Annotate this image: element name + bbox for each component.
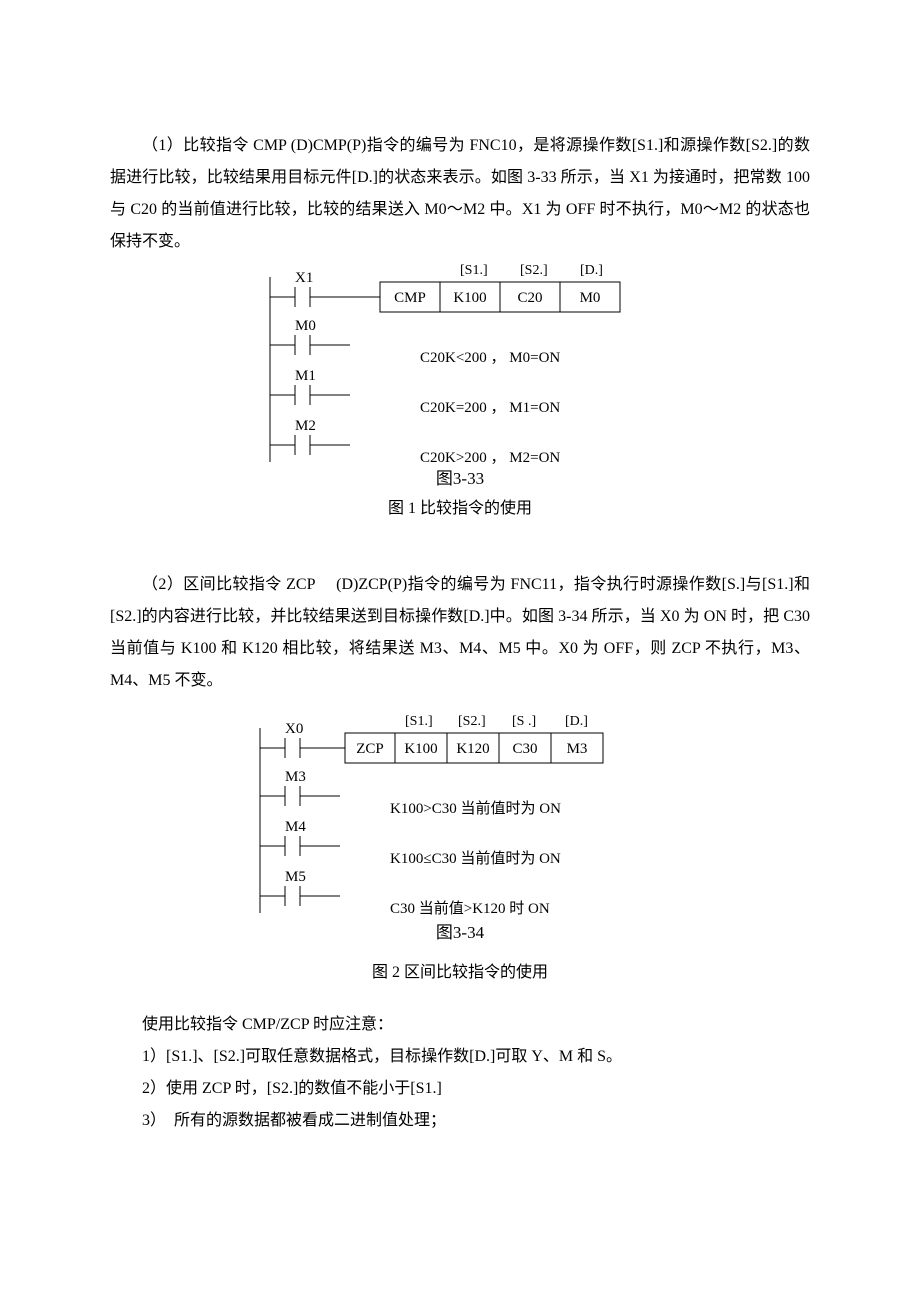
d1-rung1-text: C20K=200 ， M1=ON	[420, 400, 560, 416]
d1-header-d: [D.]	[580, 263, 603, 278]
d2-cell-zcp: ZCP	[356, 741, 384, 757]
d1-cell-m0: M0	[580, 290, 601, 306]
d1-cell-cmp: CMP	[394, 290, 426, 306]
d2-contact-x0: X0	[285, 721, 303, 737]
d2-cell-k100: K100	[404, 741, 437, 757]
d1-header-s1: [S1.]	[460, 263, 488, 278]
d2-cell-m3: M3	[567, 741, 588, 757]
document-page: （1）比较指令 CMP (D)CMP(P)指令的编号为 FNC10，是将源操作数…	[0, 0, 920, 1217]
d2-cell-k120: K120	[456, 741, 489, 757]
d1-cell-k100: K100	[453, 290, 486, 306]
diagram1-caption: 图 1 比较指令的使用	[110, 493, 810, 525]
d1-rung0-text: C20K<200 ， M0=ON	[420, 350, 560, 366]
d2-contact-m3: M3	[285, 769, 306, 785]
d1-contact-x1: X1	[295, 270, 313, 286]
notes-line2: 2）使用 ZCP 时，[S2.]的数值不能小于[S1.]	[110, 1073, 810, 1105]
d2-fignum: 图3-34	[436, 923, 485, 942]
d2-contact-m4: M4	[285, 819, 306, 835]
diagram-cmp: [S1.] [S2.] [D.] X1 CMP K100 C20 M0 M0 C	[250, 262, 670, 487]
notes-line0: 使用比较指令 CMP/ZCP 时应注意：	[110, 1009, 810, 1041]
d2-header-d: [D.]	[565, 714, 588, 729]
d1-fignum: 图3-33	[436, 469, 484, 487]
d2-header-s: [S .]	[512, 714, 536, 729]
notes-block: 使用比较指令 CMP/ZCP 时应注意： 1）[S1.]、[S2.]可取任意数据…	[110, 1009, 810, 1137]
section2-paragraph: （2）区间比较指令 ZCP (D)ZCP(P)指令的编号为 FNC11，指令执行…	[110, 569, 810, 697]
spacer	[110, 697, 810, 709]
d2-rung0-text: K100>C30 当前值时为 ON	[390, 800, 561, 817]
d2-header-s1: [S1.]	[405, 714, 433, 729]
d2-cell-c30: C30	[512, 741, 537, 757]
notes-line3: 3） 所有的源数据都被看成二进制值处理；	[110, 1105, 810, 1137]
d1-contact-m0: M0	[295, 318, 316, 334]
d1-contact-m2: M2	[295, 418, 316, 434]
d1-rung2-text: C20K>200 ， M2=ON	[420, 450, 560, 466]
d2-rung2-text: C30 当前值>K120 时 ON	[390, 900, 550, 917]
d1-header-s2: [S2.]	[520, 263, 548, 278]
d1-contact-m1: M1	[295, 368, 316, 384]
diagram2-caption: 图 2 区间比较指令的使用	[110, 957, 810, 989]
spacer	[110, 545, 810, 569]
d2-rung1-text: K100≤C30 当前值时为 ON	[390, 850, 561, 867]
d1-cell-c20: C20	[517, 290, 542, 306]
d2-contact-m5: M5	[285, 869, 306, 885]
d2-header-s2: [S2.]	[458, 714, 486, 729]
notes-line1: 1）[S1.]、[S2.]可取任意数据格式，目标操作数[D.]可取 Y、M 和 …	[110, 1041, 810, 1073]
section1-paragraph: （1）比较指令 CMP (D)CMP(P)指令的编号为 FNC10，是将源操作数…	[110, 130, 810, 258]
diagram-zcp: [S1.] [S2.] [S .] [D.] X0 ZCP K100 K120 …	[240, 713, 680, 943]
